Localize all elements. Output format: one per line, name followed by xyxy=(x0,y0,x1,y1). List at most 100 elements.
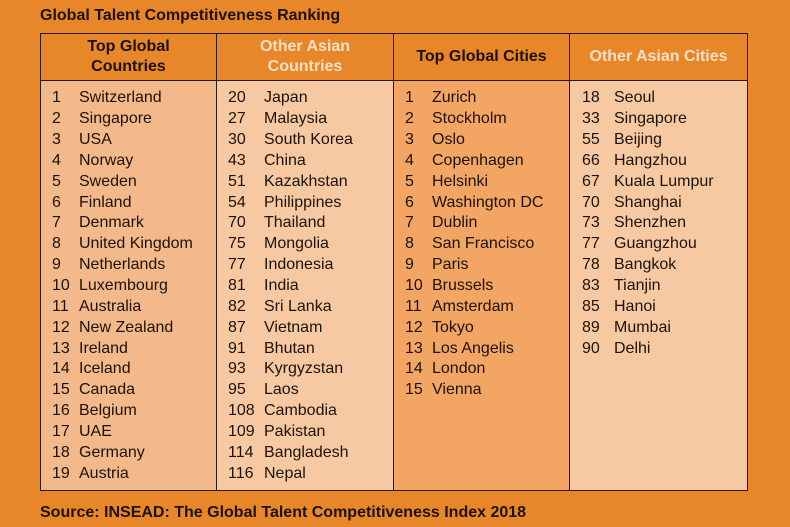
table-row: 51 Kazakhstan xyxy=(217,171,393,192)
name-cell: Netherlands xyxy=(79,256,166,274)
name-cell: Canada xyxy=(79,381,136,399)
name-cell: USA xyxy=(79,131,112,149)
table-row: 95 Laos xyxy=(217,380,393,401)
name-cell: Japan xyxy=(264,89,308,107)
rank-cell: 14 xyxy=(405,360,423,378)
table-row: 77 Indonesia xyxy=(217,255,393,276)
rank-cell: 14 xyxy=(52,360,70,378)
name-cell: Hanoi xyxy=(614,297,656,315)
name-cell: Helsinki xyxy=(432,172,489,190)
table-row: 75 Mongolia xyxy=(217,234,393,255)
rank-cell: 85 xyxy=(582,297,600,315)
table-row: 30 South Korea xyxy=(217,130,393,151)
rank-cell: 5 xyxy=(405,172,414,190)
rank-cell: 2 xyxy=(405,110,414,128)
name-cell: Austria xyxy=(79,464,129,482)
name-cell: Iceland xyxy=(79,360,131,378)
name-cell: Shanghai xyxy=(614,193,682,211)
name-cell: Oslo xyxy=(432,131,465,149)
name-cell: Belgium xyxy=(79,402,137,420)
rank-cell: 6 xyxy=(52,193,61,211)
rank-cell: 51 xyxy=(228,172,246,190)
table-row: 12 New Zealand xyxy=(41,317,216,338)
rank-cell: 1 xyxy=(405,89,414,107)
name-cell: Guangzhou xyxy=(614,235,697,253)
table-row: 11 Amsterdam xyxy=(394,296,569,317)
rank-cell: 77 xyxy=(582,235,600,253)
table-row: 54 Philippines xyxy=(217,192,393,213)
rank-cell: 91 xyxy=(228,339,246,357)
rank-cell: 87 xyxy=(228,318,246,336)
name-cell: Dublin xyxy=(432,214,478,232)
table-row: 9 Netherlands xyxy=(41,255,216,276)
column-header: Other Asian Cities xyxy=(570,34,747,81)
table-row: 18 Germany xyxy=(41,442,216,463)
table-row: 3 Oslo xyxy=(394,130,569,151)
table-row: 7 Denmark xyxy=(41,213,216,234)
column-header: Other Asian Countries xyxy=(217,34,393,81)
table-row: 9 Paris xyxy=(394,255,569,276)
name-cell: Norway xyxy=(79,151,134,169)
table-row: 114 Bangladesh xyxy=(217,442,393,463)
name-cell: Pakistan xyxy=(264,422,326,440)
rank-cell: 13 xyxy=(405,339,423,357)
rank-cell: 109 xyxy=(228,422,255,440)
table-row: 116 Nepal xyxy=(217,463,393,484)
ranking-table: Top Global Countries 1 Switzerland 2 Singap… xyxy=(40,33,748,491)
name-cell: Indonesia xyxy=(264,256,334,274)
column-other-asian-cities: Other Asian Cities 18 Seoul 33 Singapore 55 B… xyxy=(569,34,747,490)
table-row: 13 Ireland xyxy=(41,338,216,359)
rank-cell: 67 xyxy=(582,172,600,190)
column-top-global-cities: Top Global Cities 1 Zurich 2 Stockholm 3 Oslo… xyxy=(393,34,569,490)
rank-cell: 54 xyxy=(228,193,246,211)
rank-cell: 82 xyxy=(228,297,246,315)
name-cell: San Francisco xyxy=(432,235,535,253)
table-row: 33 Singapore xyxy=(570,109,747,130)
name-cell: Denmark xyxy=(79,214,144,232)
name-cell: Bangladesh xyxy=(264,443,349,461)
name-cell: Mongolia xyxy=(264,235,329,253)
table-row: 81 India xyxy=(217,276,393,297)
rank-cell: 3 xyxy=(52,131,61,149)
name-cell: India xyxy=(264,277,299,295)
table-row: 5 Helsinki xyxy=(394,171,569,192)
table-row: 70 Shanghai xyxy=(570,192,747,213)
name-cell: Sweden xyxy=(79,172,137,190)
table-row: 66 Hangzhou xyxy=(570,151,747,172)
table-row: 83 Tianjin xyxy=(570,276,747,297)
name-cell: Laos xyxy=(264,381,299,399)
name-cell: Copenhagen xyxy=(432,151,524,169)
rank-cell: 66 xyxy=(582,151,600,169)
name-cell: South Korea xyxy=(264,131,353,149)
rank-cell: 9 xyxy=(405,256,414,274)
rank-cell: 2 xyxy=(52,110,61,128)
name-cell: New Zealand xyxy=(79,318,174,336)
rank-cell: 70 xyxy=(228,214,246,232)
rank-cell: 78 xyxy=(582,256,600,274)
name-cell: Delhi xyxy=(614,339,651,357)
table-row: 7 Dublin xyxy=(394,213,569,234)
table-row: 2 Singapore xyxy=(41,109,216,130)
name-cell: Germany xyxy=(79,443,145,461)
table-row: 1 Zurich xyxy=(394,88,569,109)
rank-cell: 5 xyxy=(52,172,61,190)
column-other-asian-countries: Other Asian Countries 20 Japan 27 Malaysia 3… xyxy=(216,34,393,490)
name-cell: Los Angelis xyxy=(432,339,514,357)
table-row: 4 Norway xyxy=(41,151,216,172)
name-cell: London xyxy=(432,360,486,378)
name-cell: Sri Lanka xyxy=(264,297,332,315)
column-rows: 1 Zurich 2 Stockholm 3 Oslo 4 Copenhagen 5 Helsin… xyxy=(394,81,569,401)
name-cell: Cambodia xyxy=(264,402,337,420)
table-row: 6 Washington DC xyxy=(394,192,569,213)
table-row: 11 Australia xyxy=(41,296,216,317)
name-cell: Washington DC xyxy=(432,193,544,211)
rank-cell: 13 xyxy=(52,339,70,357)
table-row: 17 UAE xyxy=(41,422,216,443)
table-row: 93 Kyrgyzstan xyxy=(217,359,393,380)
rank-cell: 116 xyxy=(228,464,254,482)
rank-cell: 81 xyxy=(228,277,246,295)
rank-cell: 12 xyxy=(52,318,70,336)
table-row: 1 Switzerland xyxy=(41,88,216,109)
table-row: 12 Tokyo xyxy=(394,317,569,338)
table-row: 78 Bangkok xyxy=(570,255,747,276)
